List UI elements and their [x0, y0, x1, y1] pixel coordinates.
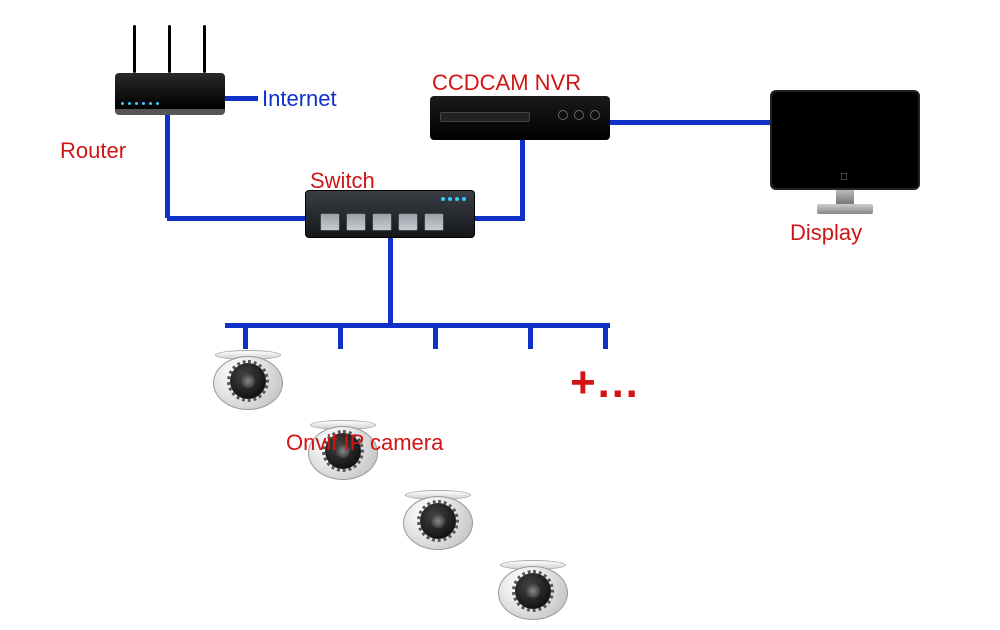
display-device:  [770, 90, 920, 214]
ip-camera [398, 490, 478, 560]
internet-label: Internet [262, 86, 337, 112]
more-cameras-indicator: +… [570, 358, 640, 408]
nvr-label: CCDCAM NVR [432, 70, 581, 96]
nvr-device [430, 96, 610, 140]
router-label: Router [60, 138, 126, 164]
switch-label: Switch [310, 168, 375, 194]
switch-device [305, 190, 475, 238]
cameras-label: Onvif IP camera [286, 430, 443, 456]
ip-camera [493, 560, 573, 630]
router-device [115, 73, 225, 115]
display-label: Display [790, 220, 862, 246]
ip-camera [208, 350, 288, 420]
